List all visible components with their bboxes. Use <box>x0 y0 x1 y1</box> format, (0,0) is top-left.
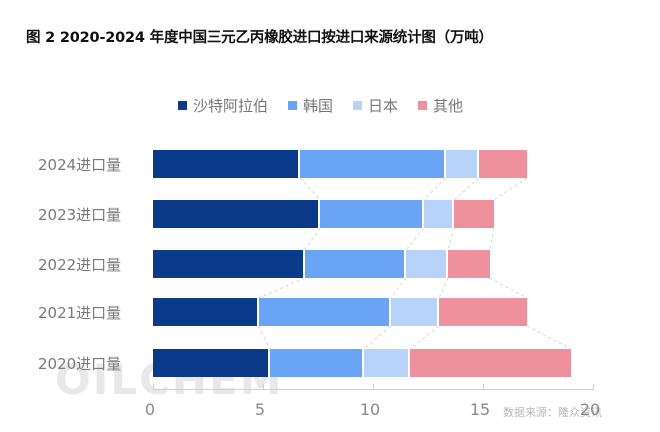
bar-segment <box>153 200 321 228</box>
bar-segment <box>438 298 527 326</box>
legend-swatch-korea <box>288 101 298 110</box>
legend-label-saudi: 沙特阿拉伯 <box>193 97 269 115</box>
x-axis-tick <box>263 384 264 390</box>
bar-segment <box>405 250 448 278</box>
bar-segment <box>454 200 494 228</box>
bar-segment <box>478 150 527 178</box>
legend-label-korea: 韩国 <box>303 97 334 115</box>
bar-segment <box>153 150 301 178</box>
bar-segment <box>423 200 455 228</box>
bar-segment <box>153 298 259 326</box>
bar-segment <box>445 150 479 178</box>
x-axis-tick-label: 5 <box>254 400 266 419</box>
bar-segment <box>320 200 424 228</box>
bar-segment <box>258 298 391 326</box>
chart-title: 图 2 2020-2024 年度中国三元乙丙橡胶进口按进口来源统计图（万吨） <box>26 30 493 46</box>
legend-item-other: 其他 <box>418 95 463 116</box>
legend-item-korea: 韩国 <box>288 95 333 116</box>
y-axis-label: 2020进口量 <box>38 355 122 373</box>
bar-segment <box>269 349 365 377</box>
y-axis-label: 2021进口量 <box>38 304 122 322</box>
legend-swatch-saudi <box>178 101 187 110</box>
bar-row <box>153 298 527 326</box>
legend-swatch-japan <box>353 101 363 110</box>
x-axis-tick <box>373 384 374 390</box>
bar-row <box>153 150 527 178</box>
legend-item-japan: 日本 <box>353 95 398 116</box>
legend-label-japan: 日本 <box>368 97 399 115</box>
bar-segment <box>304 250 406 278</box>
bar-row <box>153 250 490 278</box>
y-axis-label: 2024进口量 <box>38 156 122 174</box>
bar-row <box>153 200 494 228</box>
legend-swatch-other <box>418 101 428 110</box>
bar-segment <box>447 250 490 278</box>
x-axis-tick <box>483 384 484 390</box>
source-note: 数据来源：隆众资讯 <box>503 406 602 419</box>
y-axis-label: 2023进口量 <box>38 206 122 224</box>
bar-segment <box>153 250 305 278</box>
legend-label-other: 其他 <box>433 97 464 115</box>
bar-segment <box>364 349 411 377</box>
bar-segment <box>390 298 439 326</box>
x-axis-tick <box>153 384 154 390</box>
x-axis-tick-label: 10 <box>359 400 381 419</box>
y-axis-label: 2022进口量 <box>38 256 122 274</box>
x-axis-tick-label: 20 <box>579 400 601 419</box>
bar-segment <box>153 349 270 377</box>
legend-item-saudi: 沙特阿拉伯 <box>178 95 268 116</box>
x-axis-tick-label: 0 <box>144 400 156 419</box>
bar-row <box>153 349 571 377</box>
x-axis-tick <box>593 384 594 390</box>
legend: 沙特阿拉伯 韩国 日本 其他 <box>178 95 483 116</box>
bar-segment <box>410 349 571 377</box>
bar-segment <box>300 150 446 178</box>
x-axis-tick-label: 15 <box>469 400 491 419</box>
